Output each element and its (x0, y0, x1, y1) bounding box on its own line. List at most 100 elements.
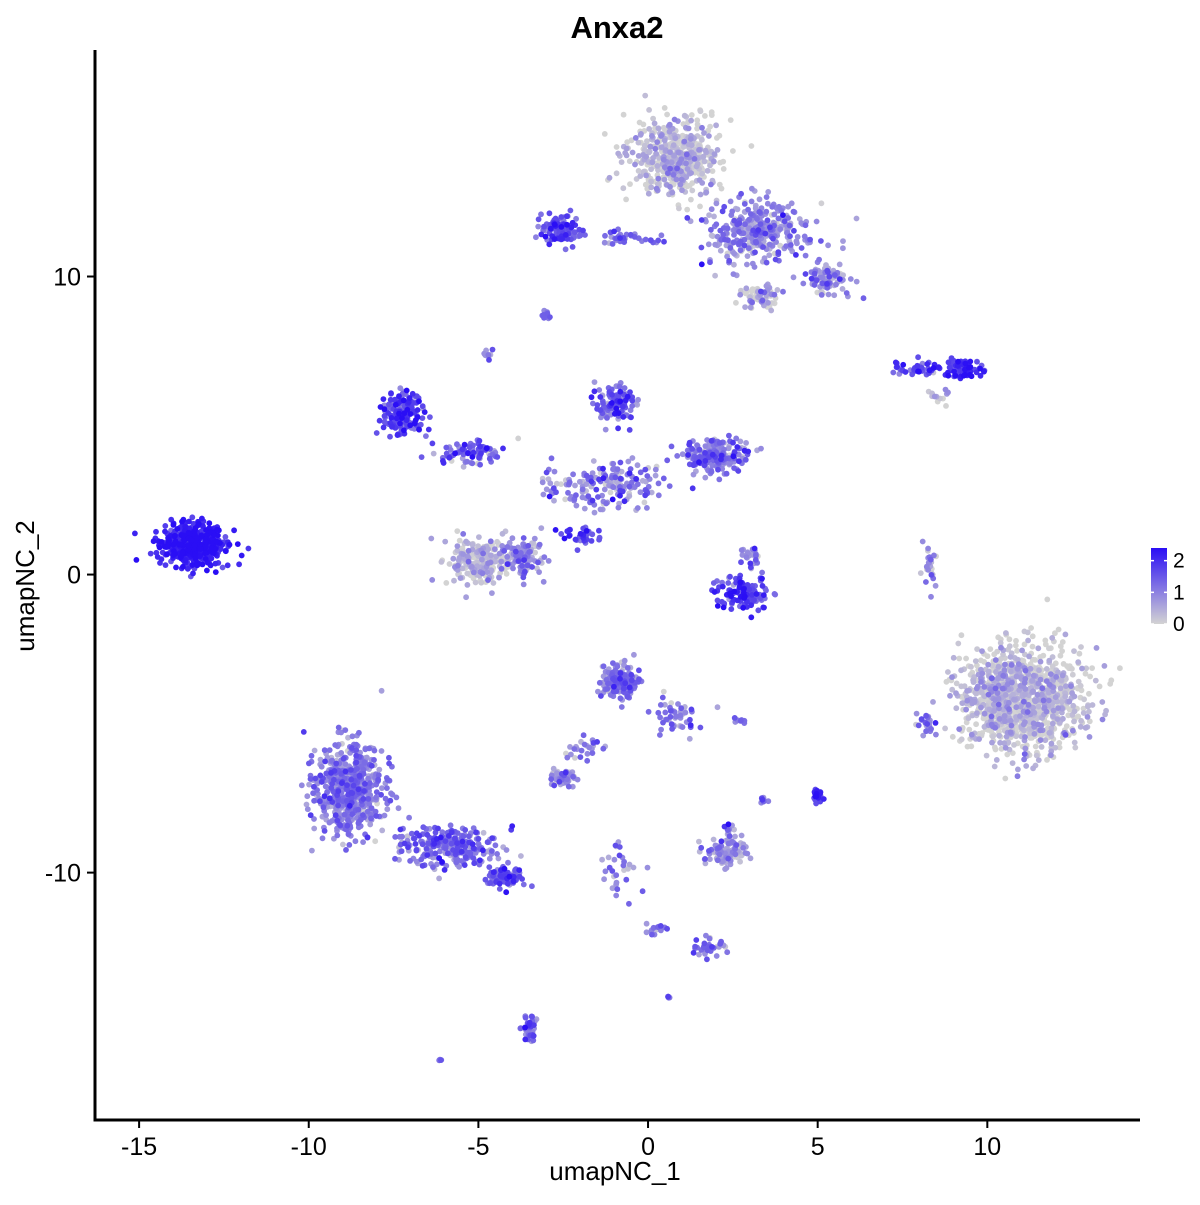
cell-point (304, 793, 311, 800)
cell-point (741, 242, 748, 249)
cell-point (652, 466, 659, 473)
cell-point (612, 474, 619, 481)
cell-point (710, 836, 717, 843)
cell-point (1021, 641, 1028, 648)
cell-point (599, 856, 605, 863)
cell-point (334, 817, 341, 824)
cell-point (697, 108, 704, 115)
cell-point (1053, 674, 1060, 680)
cell-point (485, 352, 492, 358)
cell-point (581, 505, 588, 512)
cell-point (687, 136, 694, 142)
cell-point (1078, 717, 1084, 724)
cell-point (306, 760, 312, 767)
cell-point (512, 548, 519, 555)
cell-point (676, 205, 682, 212)
cell-point (1084, 714, 1091, 720)
cell-point (1013, 704, 1020, 711)
cell-point (318, 779, 325, 785)
cell-point (383, 420, 389, 426)
cell-point (705, 241, 712, 248)
cell-point (303, 801, 310, 808)
cell-point (959, 700, 966, 706)
cell-point (626, 861, 633, 868)
cell-point (915, 354, 921, 361)
cell-point (419, 403, 426, 410)
cell-point (710, 580, 717, 586)
cell-point (419, 841, 426, 848)
cell-point (536, 569, 542, 575)
cell-point (610, 660, 616, 666)
cell-point (747, 211, 754, 217)
cell-point (505, 859, 511, 866)
cell-point (625, 458, 632, 465)
cell-point (610, 484, 617, 491)
cell-point (600, 663, 607, 670)
cell-point (631, 651, 637, 658)
cell-point (680, 143, 687, 150)
cell-point (997, 656, 1004, 662)
cell-point (348, 789, 355, 796)
cell-point (1071, 708, 1078, 715)
cell-point (996, 716, 1003, 722)
cell-point (1035, 703, 1042, 710)
cell-point (818, 200, 825, 207)
cell-point (471, 860, 478, 867)
cell-point (637, 173, 644, 180)
cell-point (331, 776, 337, 783)
cell-point (748, 143, 755, 149)
cell-point (943, 403, 949, 409)
cell-point (655, 125, 662, 132)
cell-point (644, 864, 651, 871)
cell-point (623, 145, 630, 152)
cell-point (591, 379, 598, 385)
cell-point (716, 476, 723, 483)
cell-point (547, 314, 553, 320)
cell-point (342, 727, 349, 733)
cell-point (361, 788, 367, 794)
cell-point (1069, 690, 1075, 697)
cell-point (670, 142, 677, 149)
cell-point (661, 238, 667, 245)
cell-point (1007, 717, 1014, 724)
cell-point (651, 120, 658, 127)
cell-point (664, 111, 670, 118)
cell-point (1008, 722, 1015, 729)
cell-point (601, 876, 607, 883)
cell-point (573, 502, 580, 509)
cell-point (343, 847, 349, 853)
cell-point (524, 562, 531, 569)
cell-point (565, 783, 572, 790)
cell-point (727, 117, 734, 123)
cell-point (552, 215, 559, 222)
cell-point (579, 494, 586, 501)
cell-point (923, 712, 929, 719)
cell-point (758, 445, 764, 452)
cell-point (475, 543, 481, 550)
cell-point (634, 462, 641, 469)
cell-point (692, 943, 698, 950)
cell-point (923, 579, 929, 585)
cell-point (981, 710, 988, 717)
cell-point (626, 483, 633, 490)
cell-point (840, 272, 846, 278)
cell-point (1043, 666, 1050, 672)
cell-point (356, 772, 363, 779)
cell-point (1066, 698, 1073, 705)
cell-point (725, 855, 732, 862)
cell-point (1045, 697, 1052, 704)
cell-point (714, 147, 721, 153)
cell-point (501, 548, 508, 554)
cell-point (1012, 642, 1019, 649)
cell-point (538, 211, 544, 218)
cell-point (344, 822, 351, 829)
cell-point (760, 244, 766, 250)
cell-point (738, 547, 745, 553)
cell-point (754, 216, 760, 222)
cell-point (387, 797, 394, 804)
cell-point (964, 743, 971, 750)
cell-point (727, 198, 734, 205)
cell-point (726, 257, 733, 264)
cell-point (550, 485, 557, 492)
cell-point (340, 841, 346, 848)
